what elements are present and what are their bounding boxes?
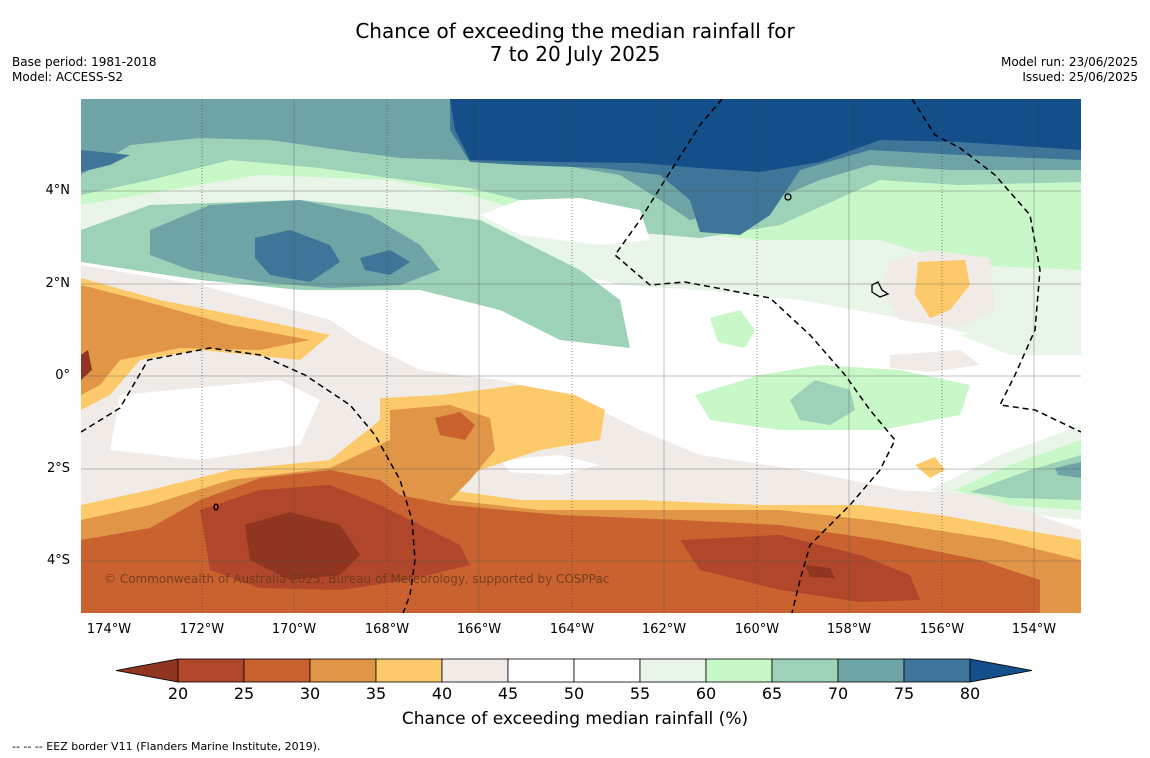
band-30-35 xyxy=(81,285,310,395)
colorbar-tick-20: 20 xyxy=(167,684,189,703)
patch-below-20-west xyxy=(81,350,92,380)
lon-label-158w: 158°W xyxy=(826,622,872,637)
colorbar-cell xyxy=(639,658,707,683)
band-75-80-west xyxy=(255,230,340,282)
colorbar-cell xyxy=(573,658,641,683)
colorbar-tick-25: 25 xyxy=(233,684,255,703)
band-70-75-se xyxy=(1055,462,1081,478)
colorbar-cell xyxy=(375,658,443,683)
island-small-1 xyxy=(784,193,792,201)
band-20-25-east xyxy=(680,535,920,602)
patch-35-40-east xyxy=(915,260,970,318)
issued-text: Issued: 25/06/2025 xyxy=(1022,70,1138,84)
colorbar-extend-high xyxy=(969,658,1033,683)
map-title-line1: Chance of exceeding the median rainfall … xyxy=(355,19,795,43)
island-jarvis-area xyxy=(871,281,890,298)
lat-label-2n: 2°N xyxy=(45,276,71,291)
band-75-80-small xyxy=(360,250,410,275)
colorbar-cell xyxy=(243,658,311,683)
base-period-text: Base period: 1981-2018 xyxy=(12,55,157,69)
colorbar-cell xyxy=(177,658,245,683)
colorbar-tick-35: 35 xyxy=(365,684,387,703)
colorbar-tick-65: 65 xyxy=(761,684,783,703)
colorbar-tick-75: 75 xyxy=(893,684,915,703)
pocket-50-55-south xyxy=(500,455,600,475)
eez-border-central xyxy=(613,99,896,613)
lon-label-170w: 170°W xyxy=(271,622,317,637)
lon-label-166w: 166°W xyxy=(456,622,502,637)
model-text: Model: ACCESS-S2 xyxy=(12,70,124,84)
colorbar-tick-45: 45 xyxy=(497,684,519,703)
lat-label-4n: 4°N xyxy=(45,183,71,198)
lon-label-168w: 168°W xyxy=(364,622,410,637)
lon-label-174w: 174°W xyxy=(86,622,132,637)
colorbar-cell xyxy=(837,658,905,683)
patch-55-60-east xyxy=(960,325,1081,355)
colorbar-tick-70: 70 xyxy=(827,684,849,703)
band-65-70-se xyxy=(970,455,1081,500)
colorbar-tick-55: 55 xyxy=(629,684,651,703)
band-below-20 xyxy=(245,512,360,580)
lon-label-172w: 172°W xyxy=(179,622,225,637)
lat-label-4s: 4°S xyxy=(46,553,70,568)
colorbar-tick-80: 80 xyxy=(959,684,981,703)
patch-65-70-central xyxy=(790,380,855,425)
eez-border-east xyxy=(911,99,1081,433)
island-small-2 xyxy=(213,503,219,511)
lon-label-156w: 156°W xyxy=(919,622,965,637)
lon-label-162w: 162°W xyxy=(641,622,687,637)
colorbar-tick-30: 30 xyxy=(299,684,321,703)
lon-label-160w: 160°W xyxy=(734,622,780,637)
eez-legend-footer: -- -- -- EEZ border V11 (Flanders Marine… xyxy=(12,740,321,753)
map-title-line2: 7 to 20 July 2025 xyxy=(489,42,661,66)
patch-25-30-mid xyxy=(435,412,475,440)
lon-label-164w: 164°W xyxy=(549,622,595,637)
colorbar-cell xyxy=(309,658,377,683)
lat-label-2s: 2°S xyxy=(46,461,70,476)
colorbar-cell xyxy=(903,658,971,683)
colorbar-tick-40: 40 xyxy=(431,684,453,703)
metadata-left: Base period: 1981-2018 Model: ACCESS-S2 xyxy=(12,55,157,85)
colorbar-cell xyxy=(441,658,509,683)
pocket-50-55-north xyxy=(480,198,650,245)
patch-60-65-east xyxy=(710,310,755,348)
colorbar-label: Chance of exceeding median rainfall (%) xyxy=(401,709,749,729)
model-run-text: Model run: 23/06/2025 xyxy=(1000,55,1138,69)
lat-label-0: 0° xyxy=(55,368,70,383)
patch-below-20-east xyxy=(805,565,835,578)
band-75-80-edge xyxy=(81,150,130,172)
patch-40-45-east2 xyxy=(890,350,980,372)
graticule-solid xyxy=(81,99,1081,613)
copyright-notice: © Commonwealth of Australia 2025, Bureau… xyxy=(104,572,610,586)
colorbar-cell xyxy=(507,658,575,683)
colorbar-tick-50: 50 xyxy=(563,684,585,703)
eez-border-west xyxy=(81,347,416,613)
colorbar-cell xyxy=(705,658,773,683)
colorbar-cell xyxy=(771,658,839,683)
patch-35-40-east2 xyxy=(915,457,945,478)
rainfall-map xyxy=(81,99,1081,613)
colorbar-extend-low xyxy=(115,658,179,683)
pocket-50-55-west xyxy=(110,380,320,460)
lon-label-154w: 154°W xyxy=(1011,622,1057,637)
colorbar-tick-60: 60 xyxy=(695,684,717,703)
metadata-right: Model run: 23/06/2025 Issued: 25/06/2025 xyxy=(1001,55,1138,85)
